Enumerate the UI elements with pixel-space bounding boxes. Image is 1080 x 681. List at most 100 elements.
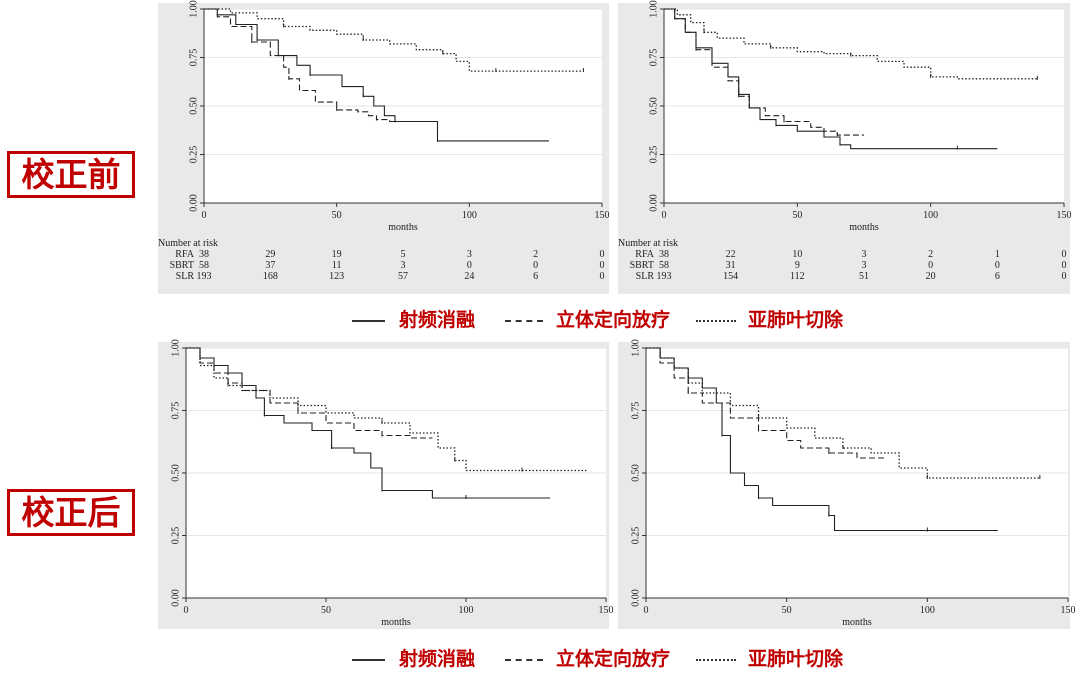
- risk-value: 24: [464, 271, 474, 282]
- risk-value: 22: [726, 249, 736, 260]
- risk-value: 0: [1062, 271, 1067, 282]
- y-tick-label: 0.00: [170, 589, 181, 607]
- km-curve-slr: [664, 8, 1038, 80]
- km-curve-rfa: [186, 347, 550, 499]
- risk-value: 3: [862, 249, 867, 260]
- x-tick-label: 100: [920, 605, 935, 616]
- row-label-before: 校正前: [7, 151, 135, 198]
- row-label-after: 校正后: [7, 489, 135, 536]
- y-tick-label: 1.00: [648, 0, 659, 18]
- risk-row-label: SBRT: [170, 260, 194, 271]
- y-tick-label: 1.00: [630, 339, 641, 357]
- km-chart-after-right: 0.00 0.25 0.50 0.75 1.00 0 50 100 150 months: [630, 339, 1075, 628]
- x-axis-title: months: [381, 617, 411, 628]
- risk-value: 57: [398, 271, 408, 282]
- risk-value: 0: [600, 249, 605, 260]
- x-tick-label: 50: [792, 210, 802, 221]
- risk-value: 58: [199, 260, 209, 271]
- km-curve-sbrt: [664, 8, 864, 136]
- legend-dotted-line: [696, 659, 736, 661]
- risk-value: 0: [600, 260, 605, 271]
- legend-sbrt-label: 立体定向放疗: [556, 310, 671, 331]
- legend-rfa-label: 射频消融: [399, 310, 476, 331]
- km-panel-after-right: 0.00 0.25 0.50 0.75 1.00 0 50 100 150 months: [618, 339, 1076, 629]
- risk-value: 5: [401, 249, 406, 260]
- risk-value: 2: [928, 249, 933, 260]
- x-tick-label: 150: [1061, 605, 1076, 616]
- risk-table-header: Number at risk: [618, 238, 678, 249]
- risk-value: 112: [790, 271, 805, 282]
- risk-value: 193: [657, 271, 672, 282]
- x-tick-label: 100: [459, 605, 474, 616]
- risk-value: 0: [1062, 260, 1067, 271]
- risk-value: 19: [332, 249, 342, 260]
- y-tick-label: 1.00: [170, 339, 181, 357]
- km-chart-before-right: 0.000.250.500.751.000 50 100 150monthsNumbe…: [618, 0, 1072, 282]
- y-tick-label: 0.00: [188, 194, 199, 212]
- km-chart-before-left: 0.000.250.500.751.000 50 100 150monthsNumbe…: [158, 0, 610, 282]
- y-tick-label: 0.00: [630, 589, 641, 607]
- y-tick-label: 0.75: [188, 49, 199, 67]
- legend-dashed-line: [505, 659, 543, 661]
- legend-slr-label: 亚肺叶切除: [748, 649, 844, 670]
- risk-value: 0: [533, 260, 538, 271]
- km-curve-sbrt: [204, 8, 417, 123]
- risk-value: 3: [467, 249, 472, 260]
- x-tick-label: 50: [332, 210, 342, 221]
- y-tick-label: 0.25: [170, 527, 181, 545]
- y-tick-label: 0.25: [648, 146, 659, 164]
- x-tick-label: 0: [644, 605, 649, 616]
- risk-value: 29: [265, 249, 275, 260]
- y-tick-label: 0.25: [630, 527, 641, 545]
- x-tick-label: 150: [599, 605, 614, 616]
- y-tick-label: 0.50: [170, 464, 181, 482]
- km-panel-after-left: 0.00 0.25 0.50 0.75 1.00 0 50 100 150 months: [158, 339, 614, 629]
- risk-value: 37: [265, 260, 275, 271]
- risk-value: 3: [401, 260, 406, 271]
- risk-value: 9: [795, 260, 800, 271]
- y-tick-label: 0.75: [170, 402, 181, 420]
- risk-value: 123: [329, 271, 344, 282]
- x-tick-label: 100: [923, 210, 938, 221]
- risk-value: 0: [928, 260, 933, 271]
- risk-value: 168: [263, 271, 278, 282]
- km-chart-after-left: 0.00 0.25 0.50 0.75 1.00 0 50 100 150 months: [170, 339, 613, 628]
- x-tick-label: 0: [184, 605, 189, 616]
- risk-value: 58: [659, 260, 669, 271]
- x-tick-label: 0: [202, 210, 207, 221]
- legend-slr-label: 亚肺叶切除: [748, 310, 844, 331]
- risk-value: 0: [467, 260, 472, 271]
- legend-dashed-line: [505, 320, 543, 322]
- x-tick-label: 0: [662, 210, 667, 221]
- legend-solid-line: [352, 659, 385, 661]
- km-panel-before-right: 0.00 0.25 0.50 0.75 1.00 0 50 100 150 months Numbe…: [618, 0, 1072, 294]
- y-tick-label: 0.75: [648, 49, 659, 67]
- x-tick-label: 150: [1057, 210, 1072, 221]
- risk-value: 0: [600, 271, 605, 282]
- y-tick-label: 0.50: [188, 97, 199, 115]
- legend-top: 射频消融 立体定向放疗 亚肺叶切除: [0, 309, 1080, 333]
- risk-value: 20: [926, 271, 936, 282]
- km-panel-before-left: 0.00 0.25 0.50 0.75 1.00 0 50 100 150 months Numbe…: [158, 0, 610, 294]
- x-tick-label: 50: [782, 605, 792, 616]
- risk-row-label: SLR: [636, 271, 655, 282]
- risk-value: 154: [723, 271, 738, 282]
- legend-bottom: 射频消融 立体定向放疗 亚肺叶切除: [0, 648, 1080, 672]
- risk-value: 1: [995, 249, 1000, 260]
- x-axis-title: months: [388, 222, 418, 233]
- y-tick-label: 0.25: [188, 146, 199, 164]
- risk-value: 38: [199, 249, 209, 260]
- risk-value: 0: [1062, 249, 1067, 260]
- risk-value: 11: [332, 260, 342, 271]
- risk-value: 10: [792, 249, 802, 260]
- risk-value: 6: [995, 271, 1000, 282]
- risk-row-label: SLR: [176, 271, 195, 282]
- x-axis-title: months: [842, 617, 872, 628]
- risk-row-label: RFA: [175, 249, 194, 260]
- y-tick-label: 0.50: [648, 97, 659, 115]
- risk-value: 51: [859, 271, 869, 282]
- risk-table-header: Number at risk: [158, 238, 218, 249]
- risk-value: 2: [533, 249, 538, 260]
- risk-value: 3: [862, 260, 867, 271]
- x-tick-label: 50: [321, 605, 331, 616]
